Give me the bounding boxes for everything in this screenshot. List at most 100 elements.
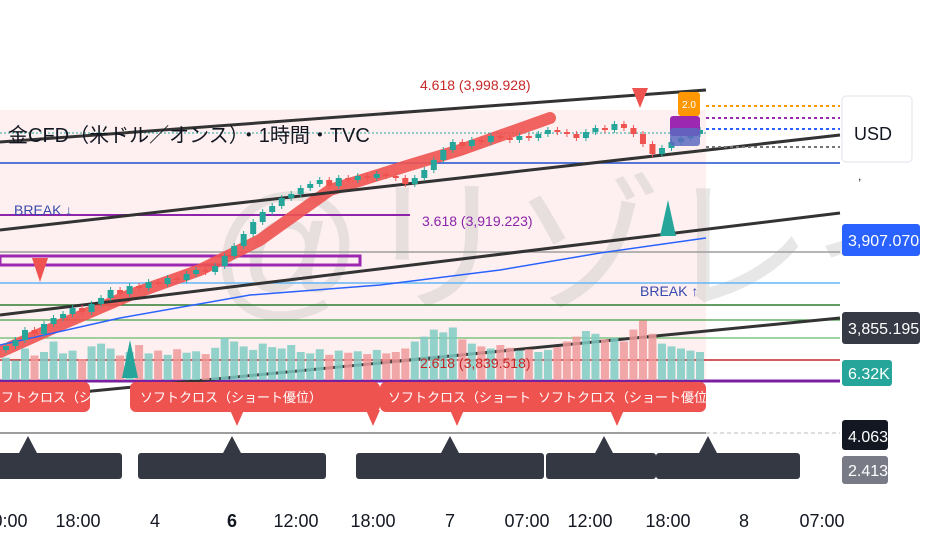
volume-bar [173, 349, 182, 380]
candle-body [193, 270, 200, 274]
currency-box[interactable]: USD [841, 95, 913, 163]
volume-bar [448, 327, 457, 380]
volume-bar [78, 359, 87, 380]
fib-2618-label: 2.618 (3,839.518) [420, 355, 531, 371]
volume-bar [116, 355, 125, 380]
candle-body [468, 140, 475, 146]
candle-body [430, 160, 437, 170]
volume-bar [154, 350, 163, 380]
volume-bar [572, 336, 581, 380]
oscillator-tag [138, 436, 326, 479]
candle-body [174, 278, 181, 280]
time-axis-label: 4 [150, 511, 160, 531]
candle-body [31, 330, 38, 334]
volume-bar [477, 346, 486, 380]
candle-body [373, 174, 380, 178]
svg-text:3,907.070: 3,907.070 [848, 233, 919, 250]
candle-body [297, 188, 304, 194]
svg-text:2.413: 2.413 [848, 463, 888, 480]
sell-signal-marker [632, 88, 648, 108]
volume-bar [325, 354, 334, 380]
volume-bar [201, 354, 210, 380]
volume-bar [629, 329, 638, 380]
candle-body [535, 134, 542, 138]
volume-bar [382, 353, 391, 380]
candle-body [611, 124, 618, 130]
sell-signal-marker [32, 258, 48, 282]
channel-line-lower [0, 211, 841, 317]
svg-text:4.063: 4.063 [848, 429, 888, 446]
volume-bar [676, 348, 685, 380]
candle-body [164, 278, 171, 284]
candle-body [563, 132, 570, 134]
volume-bar [467, 343, 476, 380]
candle-body [364, 176, 371, 178]
volume-bar [363, 354, 372, 380]
volume-bar [40, 352, 49, 380]
candle-body [449, 142, 456, 150]
volume-bar [30, 355, 39, 380]
volume-bar [135, 345, 144, 380]
volume-bar [667, 346, 676, 380]
volume-bar [410, 341, 419, 380]
candle-body [459, 142, 466, 146]
svg-text:ソフトクロス（ショート優位）: ソフトクロス（ショート優位） [140, 390, 322, 405]
signal-pill: ソフトクロス（ショート優位） [530, 382, 720, 412]
volume-bar [619, 341, 628, 380]
pill-pointer [610, 410, 624, 426]
volume-bar [686, 350, 695, 380]
candle-body [259, 212, 266, 222]
buy-signal-marker [122, 340, 138, 378]
svg-text:ソフトクロス（ショート優位）: ソフトクロス（ショート優位） [388, 390, 570, 405]
volume-bar [49, 341, 58, 380]
volume-bar [163, 354, 172, 380]
volume-bar [439, 332, 448, 380]
volume-bar [268, 347, 277, 380]
volume-bar [420, 336, 429, 380]
volume-bar [68, 350, 77, 380]
price-label-level: 3,855.195 [842, 312, 920, 344]
candle-body [402, 178, 409, 184]
oscillator-tag [546, 436, 656, 479]
candle-body [573, 134, 580, 138]
candle-body [202, 270, 209, 272]
volume-bar [97, 343, 106, 380]
volume-bar [372, 349, 381, 380]
channel-line-top [0, 88, 707, 144]
svg-text:2.0: 2.0 [682, 100, 696, 111]
svg-text:USD: USD [854, 124, 892, 144]
candle-body [630, 128, 637, 134]
oscillator-label-2: 2.413 [842, 456, 888, 484]
volume-bar [334, 350, 343, 380]
candle-body [117, 290, 124, 294]
candle-body [136, 286, 143, 288]
candle-body [155, 282, 162, 284]
candle-body [582, 132, 589, 138]
volume-bar [534, 352, 543, 380]
volume-bar [249, 349, 258, 380]
volume-bar [21, 348, 30, 380]
time-axis[interactable]: 0:00 18:00 4 6 12:00 18:00 7 07:00 12:00 18:00 8 07… [0, 511, 845, 531]
fib-box [0, 254, 362, 267]
buy-signal-marker [660, 200, 676, 236]
volume-bar [230, 341, 239, 380]
volume-bar [277, 348, 286, 380]
volume-bar [306, 353, 315, 380]
pill-pointer [230, 410, 244, 426]
candle-body [383, 174, 390, 176]
svg-text:6.32K: 6.32K [848, 366, 890, 383]
candle-body [126, 286, 133, 294]
candle-body [250, 222, 257, 234]
candle-body [649, 144, 656, 154]
fib-4618-label: 4.618 (3,998.928) [420, 77, 531, 93]
time-axis-label: 07:00 [504, 511, 549, 531]
volume-bar [258, 343, 267, 380]
volume-label: 6.32K [842, 360, 892, 386]
volume-bar [2, 357, 10, 380]
candle-body [145, 282, 152, 288]
watermark-text: @リゾレイ [210, 164, 932, 332]
time-axis-label: 12:00 [273, 511, 318, 531]
candle-body [326, 180, 333, 186]
volume-bar [87, 346, 96, 380]
